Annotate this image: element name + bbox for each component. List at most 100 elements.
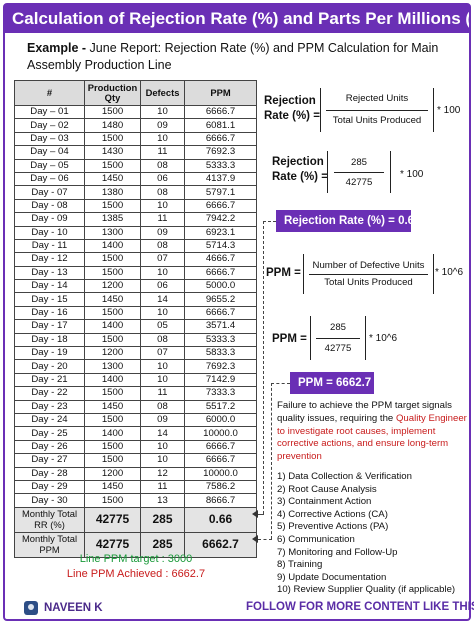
cell-day: Day - 12 (14, 252, 85, 267)
ppm-arrow-icon (252, 535, 258, 543)
table-row: Day - 28 1200 12 10000.0 (14, 466, 257, 481)
cell-qty: 1500 (84, 104, 141, 120)
cell-defects: 13 (140, 493, 185, 508)
step-item: 5) Preventive Actions (PA) (277, 521, 389, 533)
cell-defects: 11 (140, 479, 185, 495)
cell-day: Day - 25 (14, 426, 85, 441)
cell-day: Day - 27 (14, 453, 85, 468)
table-row: Day - 16 1500 10 6666.7 (14, 305, 257, 321)
cell-defects: 07 (140, 346, 185, 361)
rr-calc-denominator: 42775 (345, 177, 373, 188)
step-item: 1) Data Collection & Verification (277, 471, 412, 482)
table-row: Day - 08 1500 10 6666.7 (14, 198, 257, 214)
table-header-row: # Production Qty Defects PPM (14, 80, 257, 106)
cell-defects: 12 (140, 466, 185, 481)
total-rr-value: 0.66 (184, 506, 257, 533)
cell-ppm: 4137.9 (184, 171, 257, 187)
rr-formula-divider (326, 110, 428, 111)
step-item: 2) Root Cause Analysis (277, 483, 377, 495)
total-rr-qty: 42775 (84, 506, 141, 533)
cell-qty: 1450 (84, 171, 141, 187)
cell-ppm: 5333.3 (184, 158, 257, 173)
cell-defects: 14 (140, 426, 185, 441)
cell-qty: 1500 (84, 131, 141, 147)
cell-defects: 10 (140, 453, 185, 468)
cell-day: Day - 29 (14, 479, 85, 495)
table-row: Day – 01 1500 10 6666.7 (14, 104, 257, 120)
cell-ppm: 5833.3 (184, 346, 257, 361)
cell-ppm: 6666.7 (184, 453, 257, 468)
cell-day: Day - 30 (14, 493, 85, 508)
cell-day: Day - 09 (14, 212, 85, 227)
table-row: Day - 09 1385 11 7942.2 (14, 212, 257, 227)
cell-qty: 1500 (84, 439, 141, 455)
rr-connector-bottom (258, 514, 264, 515)
rr-calc-bracket (327, 151, 391, 193)
rr-calc-multiplier: * 100 (400, 169, 424, 180)
rr-formula-denominator: Total Units Produced (332, 115, 422, 126)
cell-defects: 08 (140, 158, 185, 173)
step-item: 9) Update Documentation (277, 571, 387, 583)
cell-ppm: 6081.1 (184, 118, 257, 133)
cell-ppm: 5333.3 (184, 332, 257, 348)
cell-day: Day - 18 (14, 332, 85, 348)
cell-qty: 1380 (84, 185, 141, 200)
ppm-formula-bracket (303, 254, 434, 294)
author-name: NAVEEN K (44, 602, 103, 614)
cell-qty: 1500 (84, 305, 141, 321)
cell-day: Day - 21 (14, 372, 85, 388)
ppm-connector-line (271, 383, 272, 539)
cell-defects: 14 (140, 292, 185, 307)
cell-defects: 09 (140, 118, 185, 133)
follow-cta[interactable]: FOLLOW FOR MORE CONTENT LIKE THIS (246, 601, 474, 613)
rr-calc-divider (334, 172, 384, 173)
table-row: Day – 04 1430 11 7692.3 (14, 145, 257, 160)
quality-note: Failure to achieve the PPM target signal… (277, 400, 467, 464)
step-item: 10) Review Supplier Quality (if applicab… (277, 584, 456, 596)
cell-day: Day – 02 (14, 118, 85, 133)
cell-qty: 1500 (84, 198, 141, 214)
cell-ppm: 6000.0 (184, 412, 257, 428)
ppm-calc-multiplier: * 10^6 (369, 333, 398, 344)
cell-defects: 06 (140, 171, 185, 187)
cell-ppm: 8666.7 (184, 493, 257, 508)
table-row: Day - 10 1300 09 6923.1 (14, 225, 257, 240)
page-title: Calculation of Rejection Rate (%) and Pa… (5, 5, 469, 33)
cell-qty: 1450 (84, 292, 141, 307)
cell-day: Day - 07 (14, 185, 85, 200)
cell-defects: 10 (140, 439, 185, 455)
ppm-target: Line PPM target : 3000 (79, 553, 193, 565)
avatar-icon (24, 601, 38, 615)
cell-ppm: 7692.3 (184, 359, 257, 374)
footer-author: NAVEEN K (24, 601, 103, 615)
cell-day: Day – 04 (14, 145, 85, 160)
cell-defects: 08 (140, 185, 185, 200)
ppm-achieved: Line PPM Achieved : 6662.7 (66, 568, 206, 580)
cell-qty: 1500 (84, 158, 141, 173)
cell-qty: 1500 (84, 386, 141, 401)
ppm-calc-numerator: 285 (329, 322, 346, 333)
table-row: Day - 19 1200 07 5833.3 (14, 346, 257, 361)
table-row: Day - 29 1450 11 7586.2 (14, 479, 257, 495)
cell-ppm: 6666.7 (184, 439, 257, 455)
step-item: 3) Containment Action (277, 496, 372, 508)
step-item: 8) Training (277, 559, 323, 571)
cell-defects: 10 (140, 265, 185, 281)
cell-qty: 1385 (84, 212, 141, 227)
table-row: Day - 27 1500 10 6666.7 (14, 453, 257, 468)
cell-qty: 1200 (84, 279, 141, 294)
intro-body: June Report: Rejection Rate (%) and PPM … (27, 41, 439, 72)
cell-qty: 1400 (84, 372, 141, 388)
table-row: Day - 15 1450 14 9655.2 (14, 292, 257, 307)
step-item: 7) Monitoring and Follow-Up (277, 546, 398, 558)
ppm-formula-multiplier: * 10^6 (435, 267, 464, 278)
rr-connector-line (263, 221, 264, 514)
cell-defects: 08 (140, 332, 185, 348)
cell-day: Day – 03 (14, 131, 85, 147)
cell-day: Day - 08 (14, 198, 85, 214)
rr-calc-numerator: 285 (350, 157, 367, 168)
cell-defects: 10 (140, 305, 185, 321)
cell-ppm: 6666.7 (184, 198, 257, 214)
cell-day: Day - 16 (14, 305, 85, 321)
table-row: Day - 23 1450 08 5517.2 (14, 399, 257, 414)
